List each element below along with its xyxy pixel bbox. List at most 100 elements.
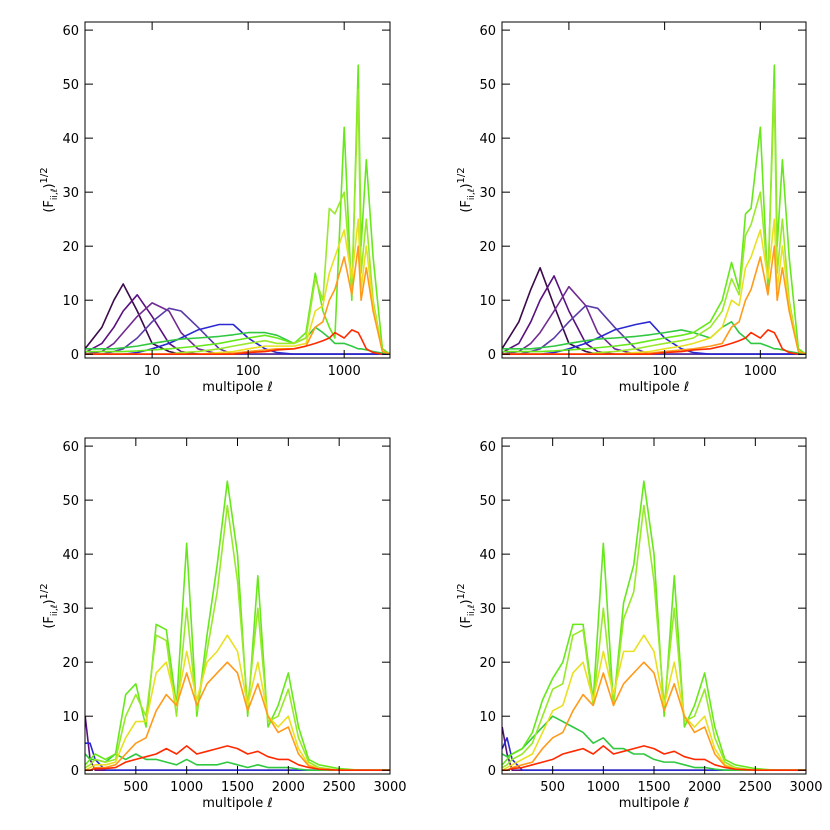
y-axis-label-part: ) <box>42 183 57 188</box>
curve <box>85 753 390 772</box>
curve <box>85 329 383 356</box>
y-axis-label-part: ii,ℓ <box>467 189 477 201</box>
y-tick-label: 0 <box>71 764 79 779</box>
y-tick-label: 10 <box>479 294 496 309</box>
y-axis-label-part: (F <box>42 200 57 213</box>
y-axis-label-part: ii,ℓ <box>467 605 477 617</box>
y-axis-label-part: ) <box>459 599 474 604</box>
curve <box>502 634 806 772</box>
y-tick-label: 60 <box>479 24 496 39</box>
y-tick-label: 50 <box>479 494 496 509</box>
curve <box>502 480 806 772</box>
y-tick-label: 10 <box>62 294 79 309</box>
curve <box>502 329 799 356</box>
y-tick-label: 60 <box>62 440 79 455</box>
y-tick-label: 50 <box>62 78 79 93</box>
curve <box>85 716 390 772</box>
y-axis-label: (Fii,ℓ)1/2 <box>39 167 60 212</box>
x-tick-label: 10 <box>561 364 578 379</box>
x-tick-label: 500 <box>123 780 148 795</box>
curves <box>502 480 806 772</box>
curve <box>502 266 806 356</box>
y-tick-label: 0 <box>71 348 79 363</box>
plot-frame <box>501 21 807 359</box>
y-tick-label: 0 <box>488 764 496 779</box>
curve <box>502 745 806 772</box>
x-tick-label: 2000 <box>688 780 721 795</box>
curve <box>502 715 806 772</box>
curve <box>502 661 806 772</box>
y-tick-label: 40 <box>479 548 496 563</box>
y-axis-label: (Fii,ℓ)1/2 <box>456 167 477 212</box>
curve <box>85 326 390 356</box>
y-tick-label: 10 <box>479 710 496 725</box>
y-axis-label-part: (F <box>459 200 474 213</box>
plot-frame <box>501 437 807 775</box>
y-axis-label-part: ii,ℓ <box>50 189 60 201</box>
y-axis-label-part: 1/2 <box>39 167 50 183</box>
curve <box>502 504 806 772</box>
y-tick-label: 20 <box>62 656 79 671</box>
x-tick-label: 1000 <box>744 364 777 379</box>
x-tick-label: 10 <box>144 364 161 379</box>
y-tick-label: 20 <box>479 240 496 255</box>
x-tick-label: 100 <box>236 364 261 379</box>
curve <box>85 634 390 772</box>
x-axis-label: multipole ℓ <box>202 380 273 395</box>
curve <box>85 64 390 355</box>
panel: 0 10 20 30 40 50 60 10 100 1000 multipole ℓ (Fii,ℓ)… <box>39 21 391 395</box>
x-tick-label: 500 <box>540 780 565 795</box>
panel: 0 10 20 30 40 50 60 500 1000 1500 2000 2500 3000 mult… <box>456 437 823 811</box>
x-tick-label: 1000 <box>587 780 620 795</box>
y-tick-label: 30 <box>479 186 496 201</box>
x-axis-label: multipole ℓ <box>202 796 273 811</box>
x-axis-label: multipole ℓ <box>619 380 690 395</box>
y-axis-label-part: ) <box>459 183 474 188</box>
curve <box>85 480 390 772</box>
curve <box>85 661 390 772</box>
x-tick-label: 2500 <box>739 780 772 795</box>
y-tick-label: 20 <box>479 656 496 671</box>
panel: 0 10 20 30 40 50 60 500 1000 1500 2000 2500 3000 mult… <box>39 437 407 811</box>
x-tick-label: 100 <box>652 364 677 379</box>
y-axis-label-part: ii,ℓ <box>50 605 60 617</box>
plot-frame <box>84 21 391 359</box>
x-tick-label: 3000 <box>789 780 822 795</box>
y-axis-label-part: 1/2 <box>456 167 467 183</box>
x-tick-label: 1000 <box>328 364 361 379</box>
curves <box>502 64 806 356</box>
y-tick-label: 30 <box>62 602 79 617</box>
y-axis-label-part: 1/2 <box>39 583 50 599</box>
x-tick-label: 2000 <box>272 780 305 795</box>
curves <box>85 64 390 356</box>
x-tick-label: 1500 <box>221 780 254 795</box>
plot-frame <box>84 437 391 775</box>
y-tick-label: 10 <box>62 710 79 725</box>
x-axis-label: multipole ℓ <box>619 796 690 811</box>
curves <box>85 480 390 772</box>
y-tick-label: 60 <box>479 440 496 455</box>
panel: 0 10 20 30 40 50 60 10 100 1000 multipole ℓ (Fii,ℓ)… <box>456 21 807 395</box>
y-tick-label: 30 <box>62 186 79 201</box>
y-tick-label: 40 <box>479 132 496 147</box>
y-axis-label-part: (F <box>459 616 474 629</box>
y-tick-label: 20 <box>62 240 79 255</box>
y-tick-label: 0 <box>488 348 496 363</box>
y-tick-label: 50 <box>62 494 79 509</box>
y-tick-label: 50 <box>479 78 496 93</box>
y-axis-label-part: (F <box>42 616 57 629</box>
y-axis-label: (Fii,ℓ)1/2 <box>456 583 477 628</box>
y-tick-label: 40 <box>62 132 79 147</box>
x-tick-label: 2500 <box>323 780 356 795</box>
y-axis-label-part: ) <box>42 599 57 604</box>
x-tick-label: 3000 <box>373 780 406 795</box>
curve <box>502 321 806 356</box>
y-tick-label: 60 <box>62 24 79 39</box>
curve <box>85 745 390 772</box>
y-axis-label: (Fii,ℓ)1/2 <box>39 583 60 628</box>
y-tick-label: 40 <box>62 548 79 563</box>
curve <box>502 64 806 355</box>
x-tick-label: 1500 <box>637 780 670 795</box>
curve <box>85 504 390 772</box>
